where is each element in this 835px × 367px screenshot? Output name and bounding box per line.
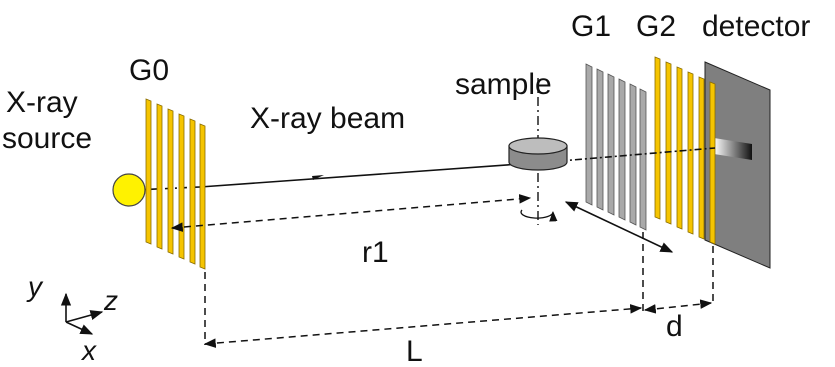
beam-direction-arrow xyxy=(312,175,324,180)
L-label: L xyxy=(406,335,423,367)
sample-rotation-arrow xyxy=(520,209,558,222)
detector-slit xyxy=(714,138,752,160)
r1-label: r1 xyxy=(362,236,389,269)
g1-shift-arrow xyxy=(564,201,674,253)
sample-label: sample xyxy=(455,68,552,101)
r1-dimension xyxy=(170,194,532,232)
grating-g1 xyxy=(585,63,647,231)
detector xyxy=(704,61,771,269)
source-label-line2: source xyxy=(2,122,92,155)
axis-x-label: x xyxy=(80,335,97,366)
g1-label: G1 xyxy=(571,10,611,43)
sample xyxy=(508,78,568,225)
axis-y-label: y xyxy=(26,271,44,302)
grating-g0 xyxy=(145,98,206,270)
xray-beam xyxy=(134,147,716,191)
axis-z-label: z xyxy=(103,285,118,316)
d-dimension xyxy=(643,299,713,314)
g0-label: G0 xyxy=(129,54,169,87)
dimension-lines xyxy=(170,194,714,348)
g2-label: G2 xyxy=(636,10,676,43)
source-label-line1: X-ray xyxy=(6,86,78,119)
d-label: d xyxy=(666,310,683,343)
axis-triad xyxy=(60,292,104,335)
xray-source xyxy=(112,173,146,207)
beam-label: X-ray beam xyxy=(250,102,405,135)
L-dimension xyxy=(203,304,643,348)
detector-label: detector xyxy=(702,10,810,43)
